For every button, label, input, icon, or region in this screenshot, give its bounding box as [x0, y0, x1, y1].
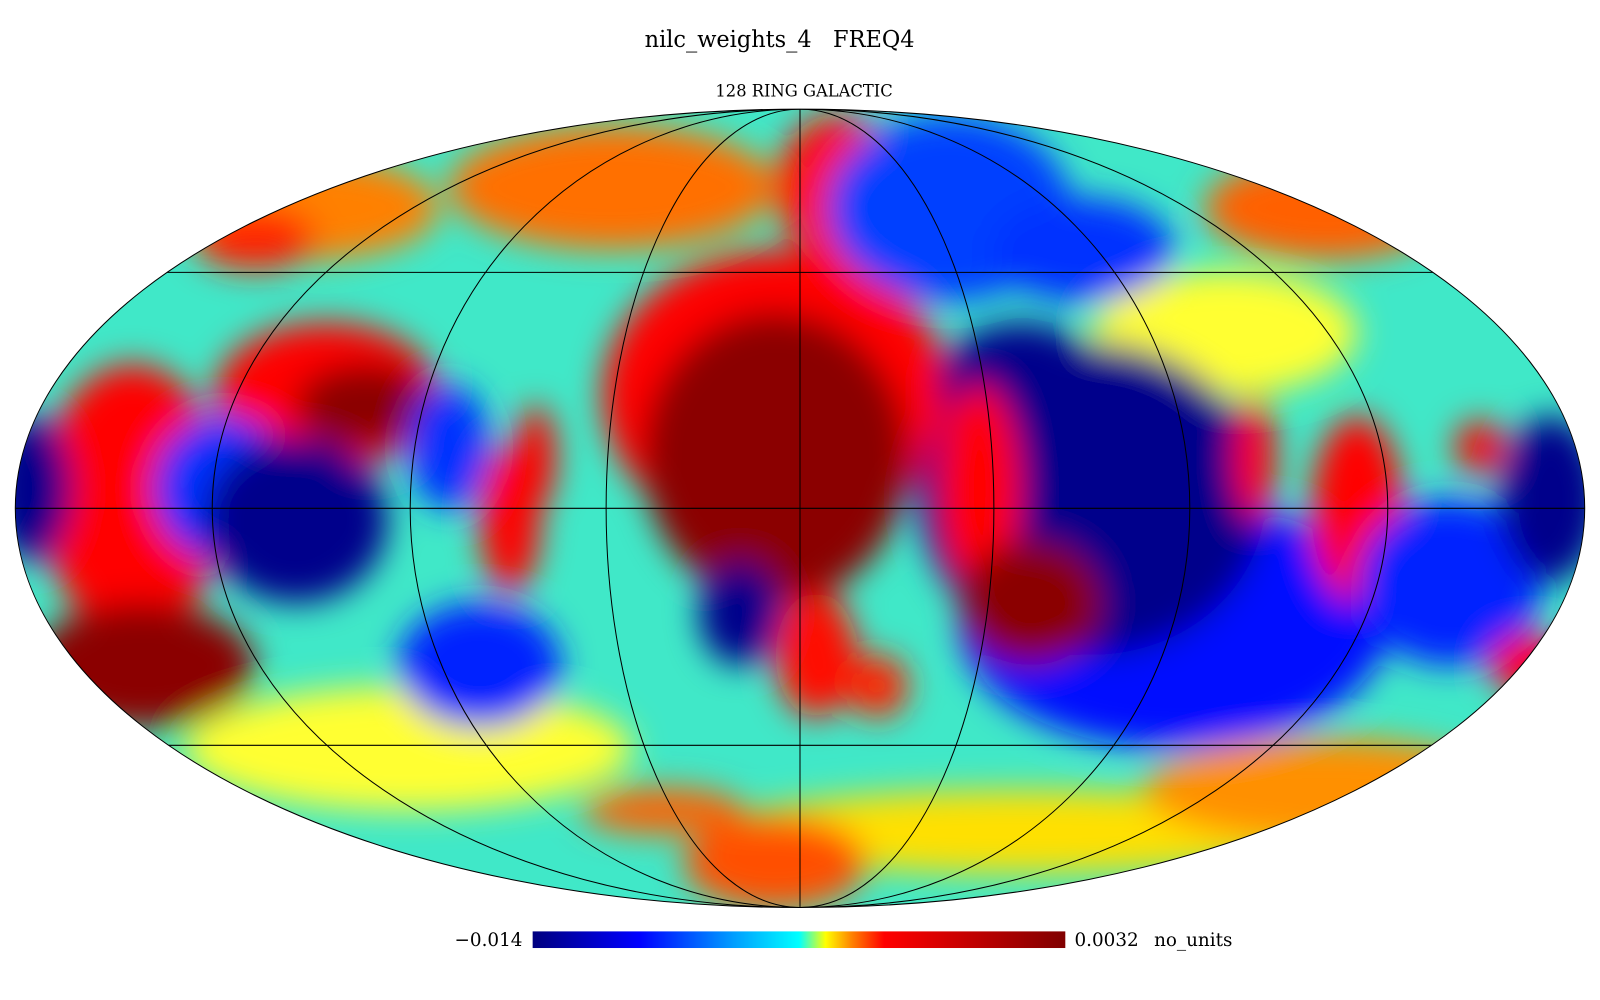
- graticule: [15, 109, 1585, 908]
- colorbar-max-label: 0.0032: [1074, 930, 1138, 951]
- map-subtitle: 128 RING GALACTIC: [715, 82, 892, 101]
- colorbar-unit: no_units: [1154, 930, 1232, 951]
- colorbar-min-label: −0.014: [455, 930, 523, 951]
- map-outline: [14, 108, 1586, 909]
- map-title: nilc_weights_4 FREQ4: [645, 27, 915, 53]
- mollweide-map: [15, 109, 1585, 908]
- colorbar: [532, 931, 1066, 949]
- map-field: [15, 114, 1585, 908]
